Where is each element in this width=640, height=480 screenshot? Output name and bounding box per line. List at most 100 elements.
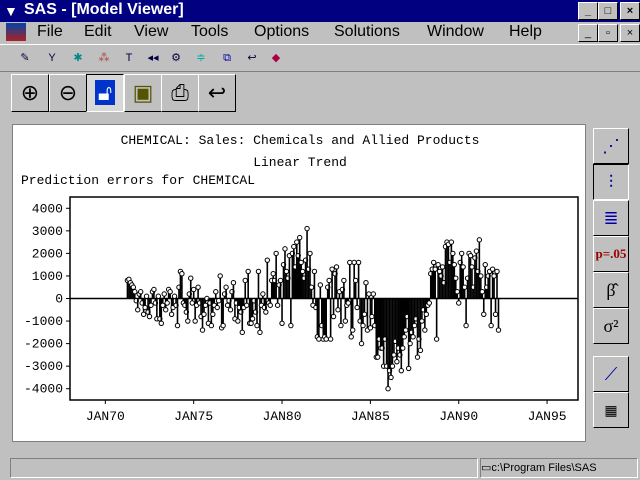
save-button[interactable]: ▣: [124, 74, 162, 112]
table-icon: ▦: [604, 402, 618, 418]
maximize-button[interactable]: □: [598, 2, 618, 20]
error-point: [423, 311, 430, 317]
error-point: [317, 282, 324, 288]
windows-icon[interactable]: ⧉: [223, 52, 231, 64]
error-point: [179, 270, 185, 277]
sigma-label: σ²: [603, 316, 619, 336]
run-icon[interactable]: ✱: [73, 52, 83, 64]
error-point: [473, 248, 480, 254]
error-point: [460, 264, 466, 270]
x-tick-label: JAN90: [439, 409, 478, 424]
error-point: [492, 311, 499, 317]
y-tick-label: -1000: [24, 314, 63, 329]
error-point: [311, 268, 318, 275]
title-bar: ▼ SAS - [Model Viewer] _ □ ×: [0, 0, 640, 22]
autocorrelation-button[interactable]: ≣: [593, 200, 629, 236]
data-table-button[interactable]: ▦: [593, 392, 629, 428]
close-button[interactable]: ×: [620, 2, 640, 20]
minimize-button[interactable]: _: [578, 2, 598, 20]
doc-restore-button[interactable]: ▫: [598, 24, 618, 42]
menu-tools[interactable]: Tools: [191, 23, 229, 40]
zoom-out-button[interactable]: ⊖: [49, 74, 87, 112]
white-noise-test-button[interactable]: p=.05: [593, 236, 629, 272]
error-point: [330, 313, 337, 320]
error-point: [142, 304, 148, 311]
undo-button[interactable]: ↩: [198, 74, 236, 112]
error-point: [388, 374, 394, 381]
menu-file[interactable]: File: [37, 23, 63, 40]
tools-icon[interactable]: T: [125, 52, 133, 64]
undo-icon: ↩: [207, 80, 227, 105]
y-tick-label: 1000: [32, 269, 63, 284]
error-point: [163, 307, 169, 313]
error-point: [426, 300, 432, 306]
error-point: [358, 340, 365, 347]
zoom-in-button[interactable]: ⊕: [11, 74, 49, 112]
error-point: [130, 284, 137, 290]
error-point: [189, 300, 195, 306]
document-icon[interactable]: [6, 23, 26, 41]
menu-window[interactable]: Window: [427, 23, 484, 40]
statistics-of-fit-button[interactable]: σ²: [593, 308, 629, 344]
error-point: [201, 311, 207, 317]
error-point: [479, 289, 485, 295]
return-icon[interactable]: ↩: [247, 52, 257, 64]
scatter-icon: ⋰: [602, 136, 620, 156]
error-point: [405, 365, 412, 372]
doc-minimize-button[interactable]: _: [578, 24, 598, 42]
y-tick-label: 0: [55, 292, 63, 307]
error-point: [146, 313, 153, 320]
menu-bar: File Edit View Tools Options Solutions W…: [0, 22, 640, 43]
print-button[interactable]: ⎙: [161, 74, 199, 112]
error-point: [235, 318, 241, 324]
menu-options[interactable]: Options: [254, 23, 310, 40]
parameter-estimates-button[interactable]: β̂: [593, 272, 629, 308]
save-icon: ▣: [132, 80, 154, 105]
error-point: [341, 277, 347, 284]
error-point: [140, 311, 147, 317]
error-point: [208, 322, 215, 329]
acf-icon: ≣: [603, 208, 619, 228]
error-point: [403, 327, 409, 333]
lock-button[interactable]: 🔓︎: [86, 74, 124, 112]
book-icon[interactable]: ◆: [271, 52, 281, 64]
scatter-plot-button[interactable]: ⋰: [593, 128, 629, 164]
error-point: [370, 291, 377, 297]
y-tick-label: 2000: [32, 246, 63, 261]
error-point: [214, 304, 220, 311]
edit-icon[interactable]: ✎: [20, 52, 30, 64]
status-message: [10, 458, 478, 478]
lock-icon: 🔓︎: [94, 80, 116, 105]
rewind-icon[interactable]: ◂◂: [147, 52, 159, 64]
menu-help[interactable]: Help: [509, 23, 542, 40]
error-point: [254, 322, 260, 329]
error-point: [375, 354, 381, 360]
error-point: [476, 237, 483, 243]
x-tick-label: JAN70: [86, 409, 125, 424]
error-point: [398, 367, 405, 374]
error-point: [451, 261, 458, 268]
diagnose-icon[interactable]: ⁂: [98, 52, 110, 64]
align-icon[interactable]: ≑: [196, 52, 206, 64]
y-axis-label: Prediction errors for CHEMICAL: [21, 173, 255, 188]
error-point: [366, 291, 372, 297]
error-point: [482, 261, 488, 268]
zoom-out-icon: ⊖: [58, 80, 78, 105]
forecast-graph-button[interactable]: ⟋: [593, 356, 629, 392]
error-point: [494, 268, 500, 275]
y-tick-label: -3000: [24, 359, 63, 374]
error-point: [391, 352, 397, 358]
menu-edit[interactable]: Edit: [84, 23, 112, 40]
error-point: [249, 316, 256, 322]
pvalue-label: p=.05: [595, 246, 627, 261]
prediction-errors-button[interactable]: ⫶: [593, 164, 629, 200]
fit-model-icon[interactable]: Y: [48, 52, 56, 64]
options-icon[interactable]: ⚙: [171, 52, 181, 64]
error-point: [342, 318, 349, 324]
doc-close-button[interactable]: ×: [620, 24, 640, 42]
needle-plot-icon: ⫶: [608, 172, 614, 192]
menu-solutions[interactable]: Solutions: [334, 23, 400, 40]
error-point: [257, 329, 263, 336]
error-point: [220, 322, 226, 329]
menu-view[interactable]: View: [134, 23, 169, 40]
